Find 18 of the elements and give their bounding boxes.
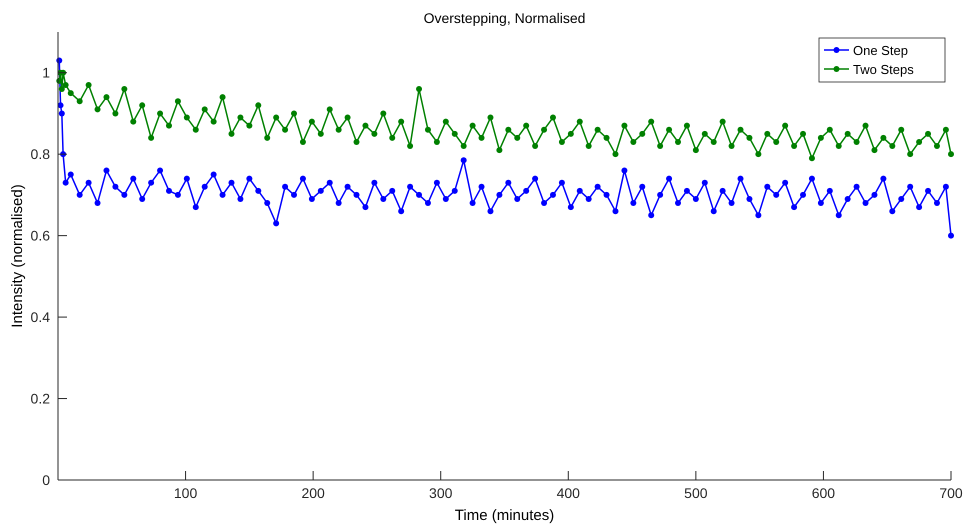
y-axis-title: Intensity (normalised) bbox=[9, 184, 26, 328]
x-tick-label: 600 bbox=[812, 485, 836, 501]
x-tick-label: 400 bbox=[556, 485, 580, 501]
x-tick-label: 100 bbox=[174, 485, 198, 501]
x-axis-title: Time (minutes) bbox=[454, 507, 554, 524]
y-tick-label: 0 bbox=[42, 472, 50, 488]
x-tick-label: 300 bbox=[429, 485, 453, 501]
y-tick-label: 0.4 bbox=[30, 309, 50, 326]
x-tick-label: 700 bbox=[939, 485, 963, 501]
x-tick-label: 200 bbox=[301, 485, 326, 501]
x-tick-label: 500 bbox=[684, 485, 708, 501]
y-tick-label: 0.6 bbox=[30, 228, 50, 244]
y-tick-label: 0.8 bbox=[30, 146, 50, 162]
legend-label: Two Steps bbox=[853, 62, 914, 77]
chart-title: Overstepping, Normalised bbox=[424, 10, 586, 26]
y-tick-label: 1 bbox=[42, 64, 50, 81]
y-tick-label: 0.2 bbox=[30, 390, 50, 407]
legend-label: One Step bbox=[853, 43, 908, 58]
